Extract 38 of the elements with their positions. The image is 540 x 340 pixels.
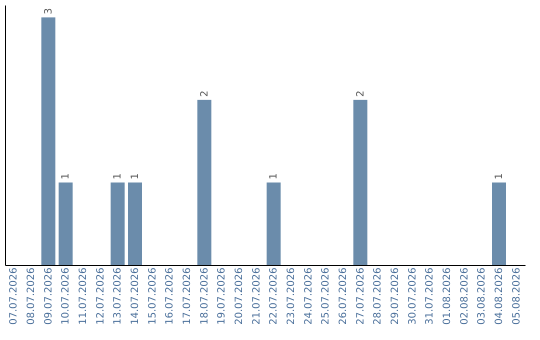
x-tick-label: 03.08.2026 [476, 268, 488, 325]
x-tick-label: 26.07.2026 [338, 268, 349, 325]
data-label: 1 [494, 173, 505, 180]
x-tick-label: 28.07.2026 [372, 268, 384, 325]
x-tick-label: 02.08.2026 [459, 268, 470, 325]
data-label: 1 [112, 173, 124, 180]
x-tick-label: 21.07.2026 [251, 268, 262, 325]
x-tick-label: 25.07.2026 [320, 268, 332, 325]
data-label: 1 [268, 173, 280, 180]
x-tick-label: 14.07.2026 [130, 268, 141, 325]
data-label: 3 [43, 8, 54, 14]
x-tick-label: 07.07.2026 [8, 268, 20, 325]
x-tick-label: 16.07.2026 [164, 268, 176, 325]
x-tick-label: 13.07.2026 [112, 268, 124, 325]
x-tick-label: 09.07.2026 [43, 268, 54, 325]
data-label: 1 [130, 173, 141, 180]
x-tick-label: 11.07.2026 [78, 268, 89, 325]
x-tick-label: 01.08.2026 [442, 268, 453, 325]
data-label: 1 [60, 173, 72, 180]
x-tick-label: 27.07.2026 [355, 268, 366, 325]
data-label: 2 [355, 90, 366, 97]
x-tick-label: 20.07.2026 [234, 268, 245, 325]
x-tick-label: 17.07.2026 [182, 268, 193, 325]
x-tick-label: 31.07.2026 [424, 268, 436, 325]
x-tick-label: 30.07.2026 [407, 268, 418, 325]
x-tick-label: 18.07.2026 [199, 268, 210, 325]
x-tick-label: 23.07.2026 [286, 268, 297, 325]
x-tick-label: 12.07.2026 [95, 268, 106, 325]
x-tick-label: 08.07.2026 [26, 268, 37, 325]
x-tick-label: 22.07.2026 [268, 268, 280, 325]
x-tick-label: 29.07.2026 [390, 268, 401, 325]
x-tick-label: 05.08.2026 [511, 268, 522, 325]
x-tick-label: 24.07.2026 [303, 268, 314, 325]
x-tick-label: 15.07.2026 [147, 268, 158, 325]
x-tick-label: 19.07.2026 [216, 268, 228, 325]
data-label: 2 [199, 90, 210, 97]
x-tick-label: 04.08.2026 [494, 268, 505, 325]
x-tick-label: 10.07.2026 [60, 268, 72, 325]
